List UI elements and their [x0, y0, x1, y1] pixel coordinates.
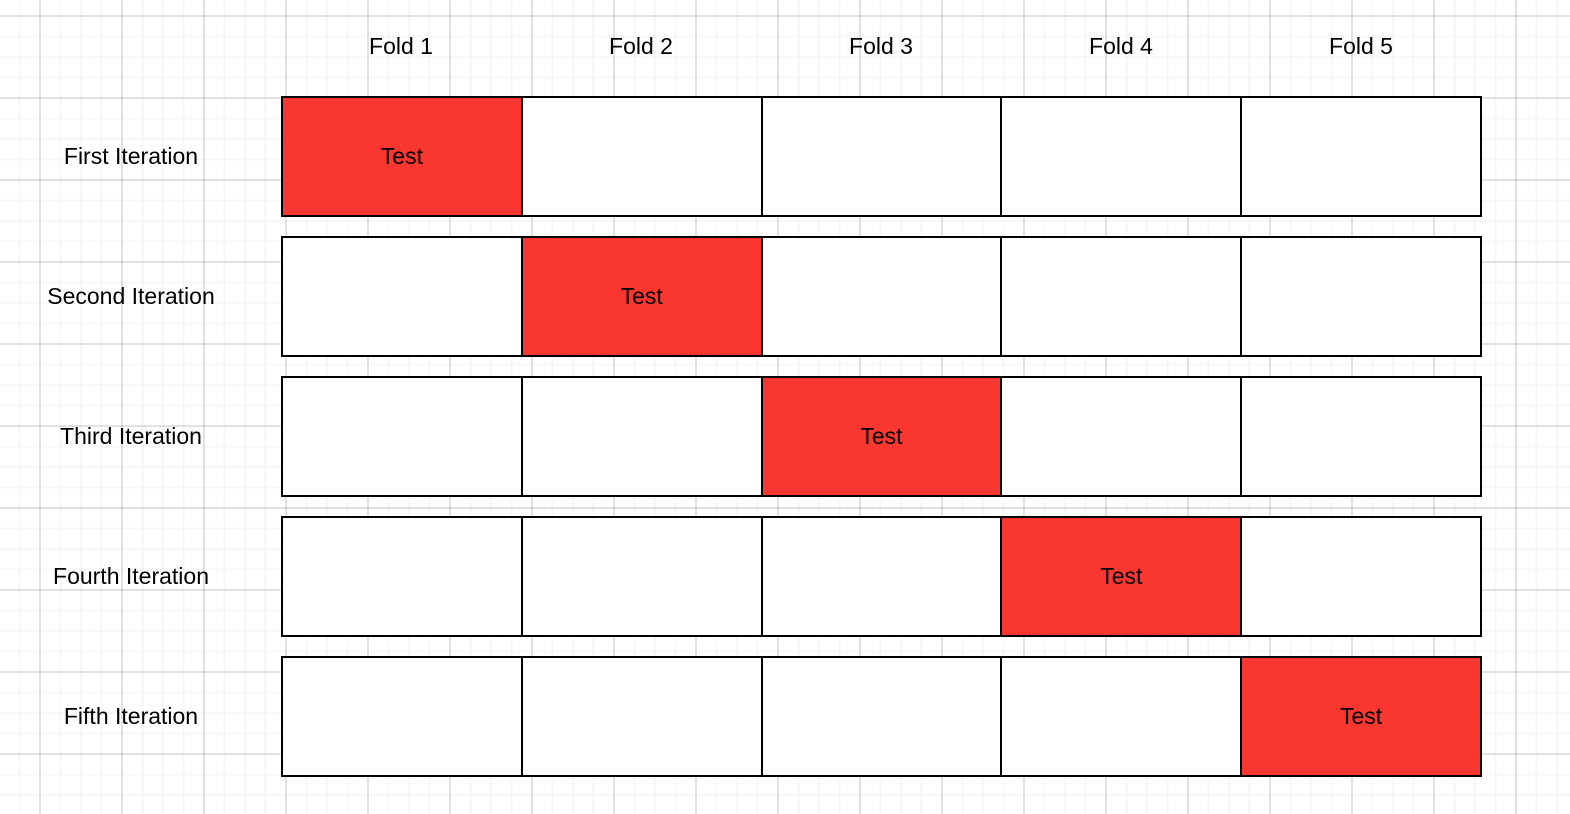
- iteration-row-3: Test: [281, 376, 1482, 497]
- fold-cell: [760, 238, 1001, 355]
- test-fold-cell: Test: [1000, 518, 1241, 635]
- test-cell-label: Test: [860, 423, 903, 449]
- test-fold-cell: Test: [1240, 658, 1480, 775]
- test-fold-cell: Test: [520, 238, 761, 355]
- fold-cell: [760, 98, 1001, 215]
- iteration-label-1: First Iteration: [63, 143, 199, 169]
- fold-header-3: Fold 3: [849, 33, 913, 59]
- iteration-row-1: Test: [281, 96, 1482, 217]
- fold-cell: [760, 658, 1001, 775]
- fold-cell: [1240, 518, 1480, 635]
- fold-header-5: Fold 5: [1329, 33, 1393, 59]
- iteration-label-5: Fifth Iteration: [63, 703, 199, 729]
- fold-cell: [1000, 658, 1240, 775]
- iteration-label-4: Fourth Iteration: [53, 563, 209, 589]
- fold-cell: [520, 378, 761, 495]
- fold-cell: [1000, 238, 1240, 355]
- iteration-label-2: Second Iteration: [47, 283, 215, 309]
- test-cell-label: Test: [620, 283, 663, 309]
- iteration-label-3: Third Iteration: [60, 423, 202, 449]
- fold-cell: [520, 518, 761, 635]
- fold-cell: [1240, 378, 1480, 495]
- iteration-row-5: Test: [281, 656, 1482, 777]
- test-cell-label: Test: [380, 143, 423, 169]
- fold-cell: [520, 658, 761, 775]
- fold-cell: [283, 658, 521, 775]
- fold-cell: [1000, 378, 1240, 495]
- iteration-row-2: Test: [281, 236, 1482, 357]
- fold-cell: [760, 518, 1001, 635]
- fold-cell: [283, 238, 521, 355]
- fold-cell: [1000, 98, 1240, 215]
- test-fold-cell: Test: [283, 98, 521, 215]
- fold-header-4: Fold 4: [1089, 33, 1153, 59]
- fold-header-2: Fold 2: [609, 33, 673, 59]
- iteration-row-4: Test: [281, 516, 1482, 637]
- fold-cell: [1240, 238, 1480, 355]
- fold-cell: [283, 378, 521, 495]
- test-fold-cell: Test: [760, 378, 1001, 495]
- test-cell-label: Test: [1100, 563, 1143, 589]
- fold-cell: [520, 98, 761, 215]
- test-cell-label: Test: [1339, 703, 1383, 729]
- fold-cell: [1240, 98, 1480, 215]
- fold-cell: [283, 518, 521, 635]
- fold-header-1: Fold 1: [369, 33, 433, 59]
